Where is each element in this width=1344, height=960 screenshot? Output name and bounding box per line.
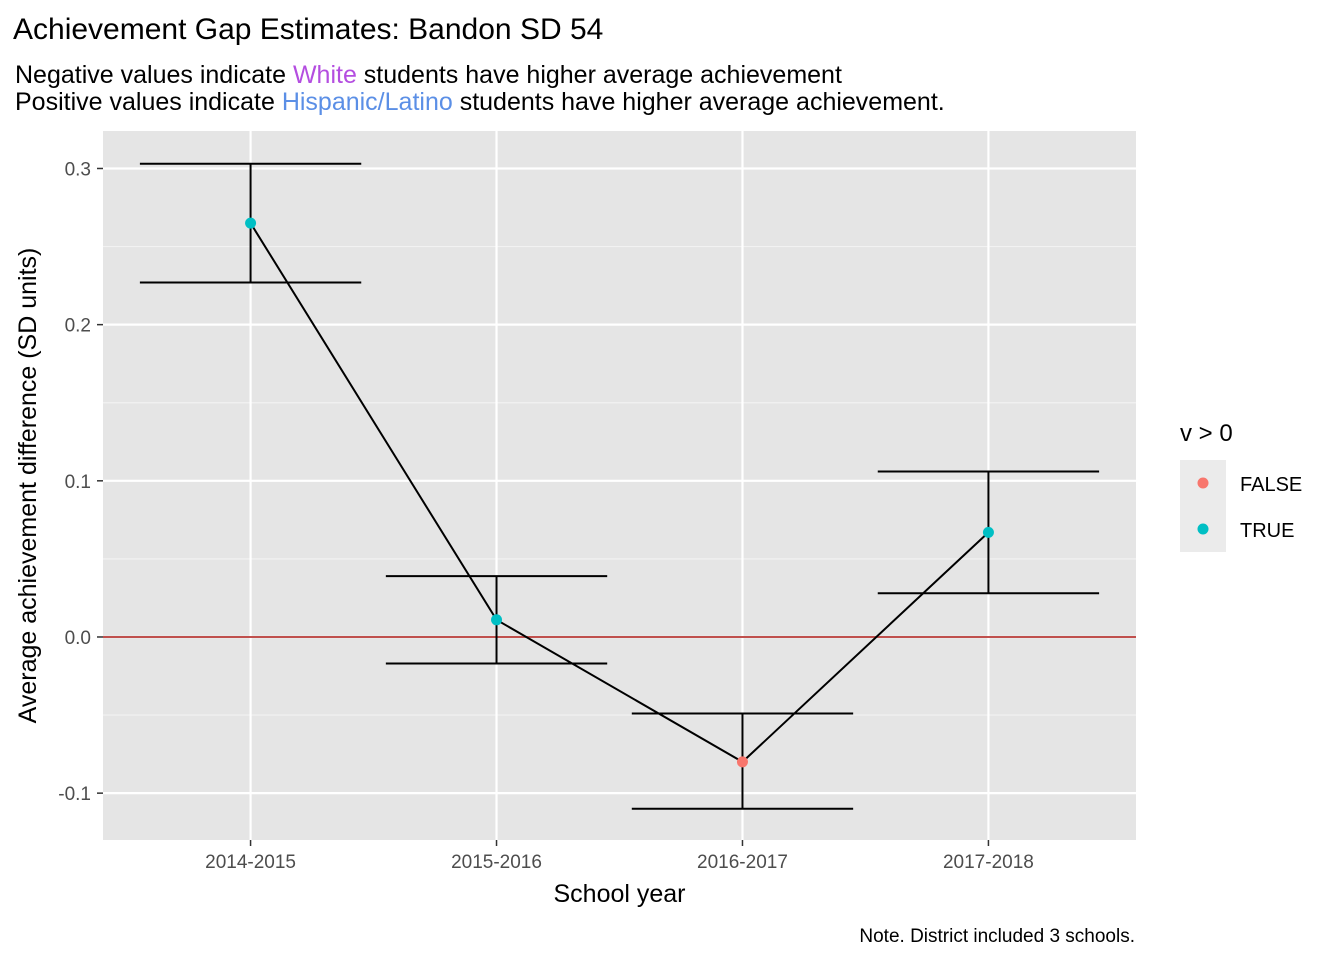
legend: v > 0 FALSE TRUE: [1180, 420, 1302, 552]
subtitle-line-2-group: Hispanic/Latino: [282, 88, 453, 116]
y-tick-label: -0.1: [58, 784, 91, 805]
y-axis-ticks: -0.1 0.0 0.1 0.2 0.3: [58, 159, 103, 805]
x-axis-title: School year: [553, 880, 685, 908]
data-point: [245, 217, 257, 229]
legend-key-false: [1197, 477, 1209, 489]
subtitle-line-2-prefix: Positive values indicate: [15, 88, 282, 116]
y-tick-label: 0.0: [65, 628, 91, 649]
chart-caption: Note. District included 3 schools.: [859, 926, 1135, 947]
y-tick-label: 0.2: [65, 316, 91, 337]
y-axis-title: Average achievement difference (SD units…: [14, 248, 42, 724]
subtitle-line-1-prefix: Negative values indicate: [15, 61, 293, 89]
x-axis-ticks: 2014-2015 2015-2016 2016-2017 2017-2018: [205, 840, 1034, 873]
data-point: [491, 614, 503, 626]
legend-label-true: TRUE: [1240, 520, 1294, 542]
series-line: [249, 222, 990, 764]
plot-panel: [103, 131, 1136, 840]
y-tick-label: 0.1: [65, 472, 91, 493]
subtitle-line-1-suffix: students have higher average achievement: [357, 61, 842, 89]
legend-key-true: [1197, 523, 1209, 535]
x-tick-label: 2017-2018: [943, 852, 1034, 873]
legend-title: v > 0: [1180, 420, 1233, 447]
y-tick-label: 0.3: [65, 159, 91, 180]
x-tick-label: 2015-2016: [451, 852, 542, 873]
subtitle-line-2: Positive values indicate Hispanic/Latino…: [15, 88, 945, 116]
subtitle-line-1: Negative values indicate White students …: [15, 61, 842, 89]
legend-label-false: FALSE: [1240, 474, 1302, 496]
x-tick-label: 2014-2015: [205, 852, 296, 873]
data-point: [736, 756, 748, 768]
legend-key-background: [1180, 460, 1226, 552]
subtitle-line-2-suffix: students have higher average achievement…: [453, 88, 945, 116]
minor-gridlines: [103, 245, 1136, 716]
chart-title: Achievement Gap Estimates: Bandon SD 54: [13, 13, 603, 46]
data-points: [245, 217, 994, 768]
x-tick-label: 2016-2017: [697, 852, 788, 873]
data-point: [982, 526, 994, 538]
subtitle-line-1-group: White: [293, 61, 357, 89]
